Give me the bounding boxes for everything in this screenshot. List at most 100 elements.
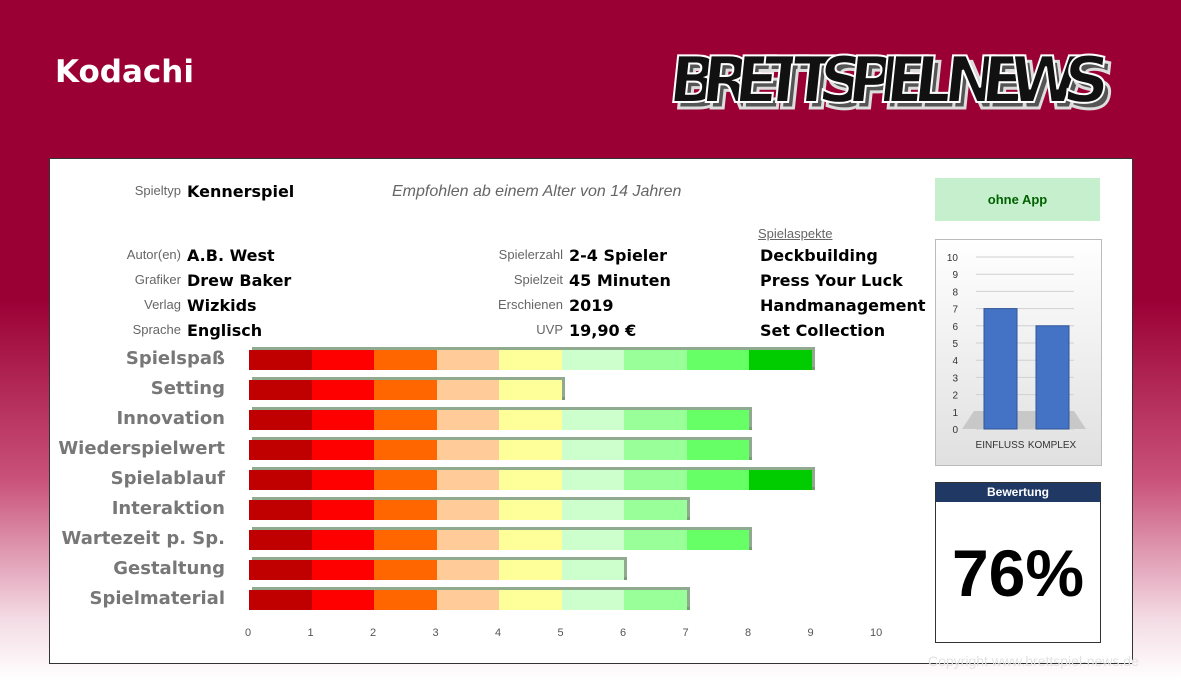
category-label: Gestaltung: [113, 558, 225, 579]
category-label: Setting: [150, 378, 225, 399]
y-tick-label: 9: [952, 270, 958, 281]
spieltyp-label: Spieltyp: [134, 183, 181, 198]
y-tick-label: 6: [952, 322, 958, 333]
complexity-chart-svg: 0 1 2 3 4 5 6 7 8 9 10 EINFLUSS KOMPLEX: [947, 253, 1086, 451]
bar-segment: [624, 590, 687, 610]
y-tick-label: 7: [952, 305, 958, 316]
bar-segment: [311, 410, 374, 430]
x-tick-label: 9: [807, 627, 814, 639]
spieltyp-value: Kennerspiel: [187, 182, 295, 201]
rating-value: 76%: [951, 536, 1085, 610]
bar-segment: [374, 560, 437, 580]
bar-segment: [624, 500, 687, 520]
x-tick-label: 8: [745, 627, 752, 639]
category-label: Interaktion: [111, 498, 225, 519]
spielaspekte-heading: Spielaspekte: [758, 226, 833, 241]
bar-segment: [436, 350, 499, 370]
y-tick-label: 2: [952, 391, 958, 402]
brettspiel-news-logo: BRETTSPIEL NEWS BRETTSPIEL NEWS: [670, 42, 1120, 125]
complexity-chart: 0 1 2 3 4 5 6 7 8 9 10 EINFLUSS KOMPLEX: [935, 239, 1102, 466]
bar-segment: [311, 530, 374, 550]
autor-value: A.B. West: [187, 246, 275, 265]
aspect-item: Set Collection: [760, 321, 886, 340]
bar-segment: [749, 470, 812, 490]
bar-segment: [249, 410, 312, 430]
bar-segment: [686, 440, 749, 460]
bar-segment: [311, 350, 374, 370]
sprache-label: Sprache: [132, 322, 181, 337]
bar-segment: [249, 380, 312, 400]
x-tick-label: 10: [870, 627, 883, 639]
bar-segment: [374, 590, 437, 610]
complexity-bar: [1035, 325, 1070, 430]
spielerzahl-value: 2-4 Spieler: [569, 246, 668, 265]
rating-bar: [249, 560, 624, 580]
spielzeit-value: 45 Minuten: [569, 271, 671, 290]
bar-segment: [561, 350, 624, 370]
y-tick-label: 8: [952, 287, 958, 298]
bar-segment: [561, 500, 624, 520]
bar-segment: [249, 350, 312, 370]
x-category-label: EINFLUSS: [976, 440, 1025, 451]
svg-text:BRETTSPIEL NEWS: BRETTSPIEL NEWS: [670, 43, 1114, 118]
bar-segment: [499, 380, 562, 400]
autor-label: Autor(en): [126, 247, 181, 262]
bar-segment: [499, 530, 562, 550]
bar-segment: [436, 380, 499, 400]
rating-bar: [249, 470, 812, 490]
erschienen-label: Erschienen: [497, 297, 563, 312]
bar-segment: [561, 560, 624, 580]
bar-segment: [249, 500, 312, 520]
category-label: Spielmaterial: [89, 588, 225, 609]
grafiker-label: Grafiker: [134, 272, 181, 287]
bar-segment: [561, 440, 624, 460]
rating-label: Bewertung: [936, 483, 1100, 502]
rating-bar: [249, 500, 687, 520]
bar-segment: [374, 410, 437, 430]
bar-segment: [561, 530, 624, 550]
bar-segment: [436, 590, 499, 610]
bar-segment: [374, 470, 437, 490]
x-tick-label: 7: [682, 627, 689, 639]
bar-segment: [436, 410, 499, 430]
rating-bar: [249, 380, 562, 400]
bar-segment: [374, 380, 437, 400]
y-tick-label: 5: [952, 339, 958, 350]
y-tick-label: 10: [947, 253, 959, 264]
bar-segment: [499, 440, 562, 460]
bar-segment: [311, 590, 374, 610]
game-title: Kodachi: [55, 54, 194, 90]
bar-segment: [436, 530, 499, 550]
bar-segment: [749, 350, 812, 370]
verlag-label: Verlag: [144, 297, 181, 312]
uvp-label: UVP: [536, 322, 563, 337]
aspect-item: Handmanagement: [760, 296, 926, 315]
bar-segment: [624, 350, 687, 370]
bar-segment: [249, 470, 312, 490]
y-tick-label: 3: [952, 373, 958, 384]
x-tick-label: 5: [557, 627, 564, 639]
x-tick-label: 0: [245, 627, 252, 639]
bar-segment: [499, 470, 562, 490]
bar-segment: [374, 530, 437, 550]
category-label: Spielspaß: [125, 348, 225, 369]
bar-segment: [561, 410, 624, 430]
bar-segment: [499, 500, 562, 520]
bar-segment: [624, 410, 687, 430]
y-tick-label: 4: [952, 356, 958, 367]
bar-segment: [374, 440, 437, 460]
bar-segment: [499, 410, 562, 430]
x-tick-label: 2: [370, 627, 377, 639]
rating-bar: [249, 410, 749, 430]
spielzeit-label: Spielzeit: [513, 272, 563, 287]
uvp-value: 19,90 €: [569, 321, 637, 340]
bar-segment: [436, 440, 499, 460]
bar-segment: [499, 560, 562, 580]
bar-segment: [311, 440, 374, 460]
x-category-label: KOMPLEX: [1028, 440, 1077, 451]
bar-segment: [436, 500, 499, 520]
bar-segment: [499, 590, 562, 610]
svg-text:BRETTSPIEL NEWS: BRETTSPIEL NEWS: [671, 49, 1119, 124]
x-tick-label: 3: [432, 627, 439, 639]
bar-segment: [624, 440, 687, 460]
